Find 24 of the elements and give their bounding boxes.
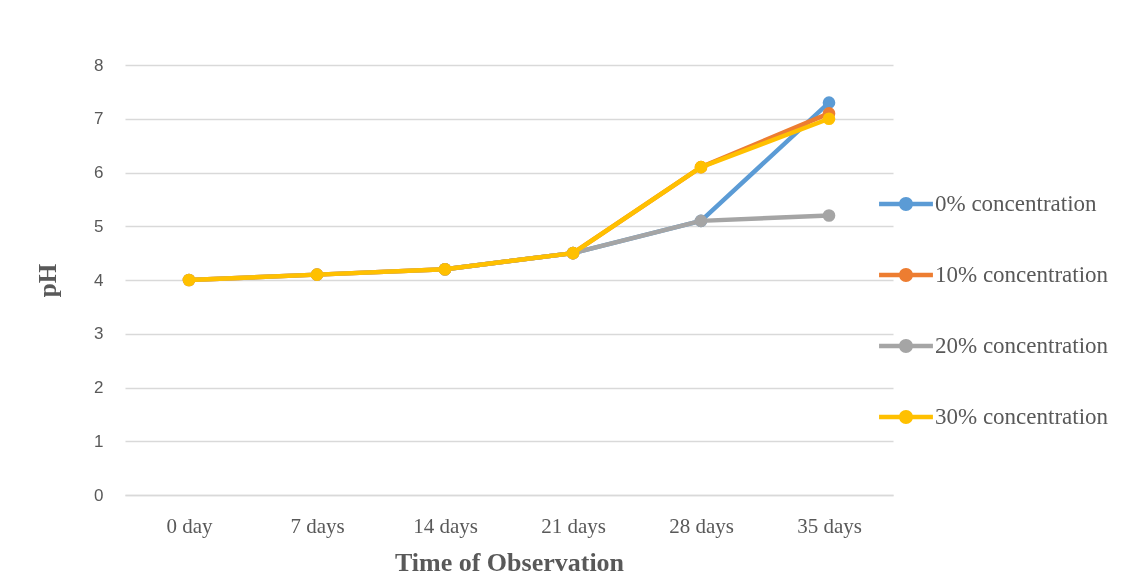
legend-label: 0% concentration (935, 191, 1098, 216)
y-tick-label: 1 (94, 431, 104, 451)
legend-label: 30% concentration (935, 404, 1109, 429)
x-tick-label: 0 day (166, 513, 214, 538)
y-tick-label: 2 (94, 378, 104, 397)
y-axis-title: pH (34, 263, 62, 298)
y-tick-label: 3 (94, 324, 104, 344)
y-tick-label: 0 (94, 485, 104, 505)
x-tick-label: 14 days (413, 513, 478, 538)
y-tick-label: 5 (94, 216, 104, 236)
y-tick-label: 6 (94, 163, 104, 182)
x-tick-label: 35 days (797, 513, 862, 538)
point (822, 112, 836, 126)
y-tick-label: 7 (94, 109, 104, 129)
point (822, 209, 836, 222)
x-tick-label: 21 days (541, 513, 606, 538)
y-tick-label: 4 (94, 270, 104, 290)
x-tick-label: 28 days (669, 513, 734, 538)
y-tick-label: 8 (94, 55, 104, 75)
x-axis-title: Time of Observation (394, 547, 625, 577)
legend-label: 10% concentration (935, 262, 1109, 287)
legend-label: 20% concentration (935, 333, 1109, 358)
point (822, 96, 836, 109)
x-tick-label: 7 days (290, 513, 345, 538)
